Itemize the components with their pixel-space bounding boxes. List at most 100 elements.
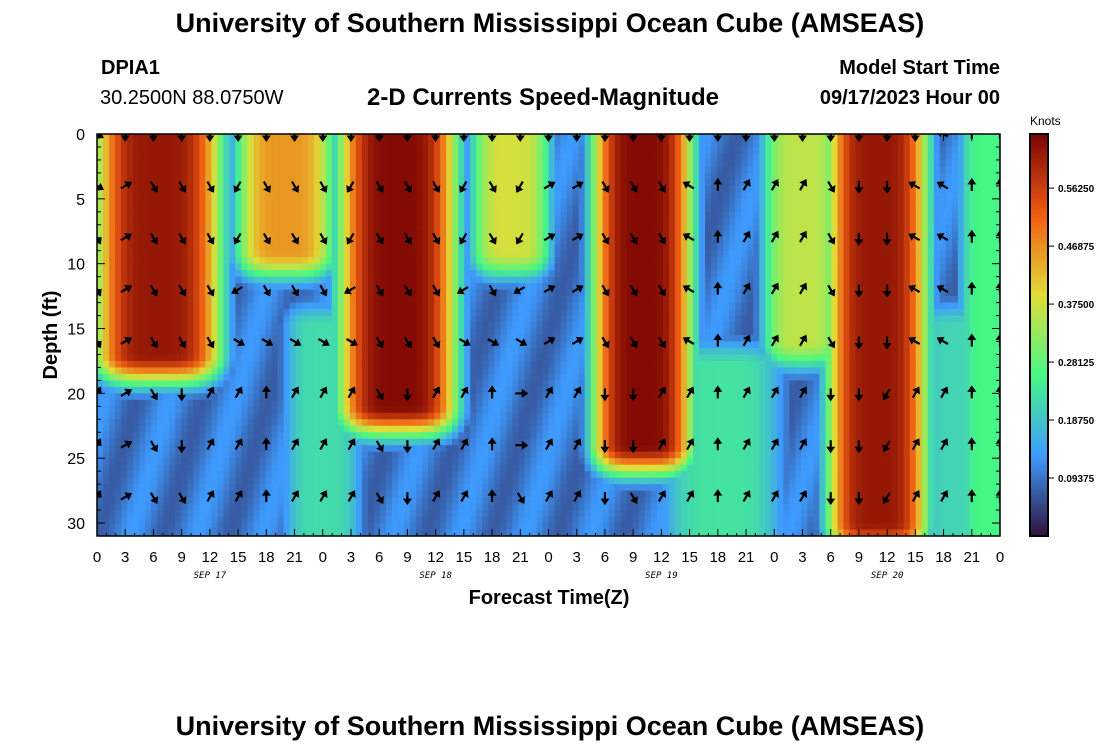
heatmap-cell [705,257,712,265]
heatmap-cell [741,172,748,180]
heatmap-cell [524,140,532,148]
heatmap-cell [133,309,140,317]
heatmap-cell [241,270,249,278]
heatmap-cell [337,218,345,226]
heatmap-cell [915,335,923,343]
heatmap-cell [530,218,538,226]
heatmap-cell [777,172,784,180]
heatmap-cell [398,146,405,155]
heatmap-cell [915,315,923,323]
heatmap-cell [819,309,827,317]
heatmap-cell [235,328,243,336]
heatmap-cell [494,224,501,232]
heatmap-cell [807,257,814,265]
heatmap-cell [367,309,375,317]
heatmap-cell [283,309,291,317]
heatmap-cell [337,328,345,336]
heatmap-cell [861,159,869,168]
heatmap-cell [115,179,122,187]
heatmap-cell [614,263,622,271]
heatmap-cell [446,218,453,226]
heatmap-cell [891,289,899,297]
heatmap-cell [837,185,845,193]
heatmap-cell [891,341,899,349]
heatmap-cell [325,166,333,174]
heatmap-cell [199,159,206,168]
heatmap-cell [542,166,550,174]
heatmap-cell [723,289,730,297]
heatmap-cell [831,296,839,304]
heatmap-cell [608,172,616,180]
heatmap-cell [470,153,477,161]
heatmap-cell [638,257,646,265]
heatmap-cell [867,134,875,142]
heatmap-cell [271,322,279,330]
heatmap-cell [530,159,538,168]
heatmap-cell [813,192,820,200]
heatmap-cell [638,250,646,258]
heatmap-cell [620,185,628,193]
heatmap-cell [554,244,562,252]
heatmap-cell [680,244,688,252]
heatmap-cell [993,341,1000,349]
heatmap-cell [945,159,953,168]
heatmap-cell [145,244,152,252]
heatmap-cell [638,218,646,226]
heatmap-cell [301,296,309,304]
heatmap-cell [416,185,423,193]
heatmap-cell [464,250,471,258]
heatmap-cell [590,146,598,155]
heatmap-cell [578,192,586,200]
heatmap-cell [193,146,200,155]
heatmap-cell [289,270,297,278]
heatmap-cell [891,211,899,219]
heatmap-cell [548,185,556,193]
heatmap-cell [253,250,261,258]
heatmap-cell [464,244,471,252]
heatmap-cell [361,270,369,278]
heatmap-cell [975,185,983,193]
heatmap-cell [843,244,851,252]
heatmap-cell [590,296,598,304]
heatmap-cell [97,198,104,206]
plot-title: 2-D Currents Speed-Magnitude [367,84,720,111]
heatmap-cell [933,250,941,258]
heatmap-cell [488,250,495,258]
heatmap-cell [945,244,953,252]
heatmap-cell [169,192,176,200]
heatmap-cell [301,198,309,206]
heatmap-cell [951,283,959,291]
heatmap-cell [151,153,158,161]
heatmap-cell [343,296,351,304]
heatmap-cell [470,283,477,291]
heatmap-cell [349,224,357,232]
heatmap-cell [614,159,622,168]
heatmap-cell [891,140,899,148]
heatmap-cell [476,250,483,258]
heatmap-cell [560,276,568,284]
heatmap-cell [674,244,682,252]
heatmap-cell [717,322,724,330]
heatmap-cell [801,309,808,317]
heatmap-cell [650,140,658,148]
heatmap-cell [765,302,772,310]
heatmap-cell [253,192,261,200]
heatmap-cell [819,179,827,187]
heatmap-cell [945,328,953,336]
heatmap-cell [975,192,983,200]
heatmap-cell [367,172,375,180]
heatmap-cell [867,231,875,239]
heatmap-cell [295,205,303,213]
heatmap-cell [921,224,929,232]
heatmap-cell [668,153,676,161]
heatmap-cell [446,335,453,343]
heatmap-cell [367,276,375,284]
heatmap-cell [542,283,550,291]
heatmap-cell [434,153,441,161]
heatmap-cell [548,211,556,219]
heatmap-cell [711,341,718,349]
heatmap-cell [626,315,634,323]
heatmap-cell [602,309,610,317]
heatmap-cell [945,296,953,304]
